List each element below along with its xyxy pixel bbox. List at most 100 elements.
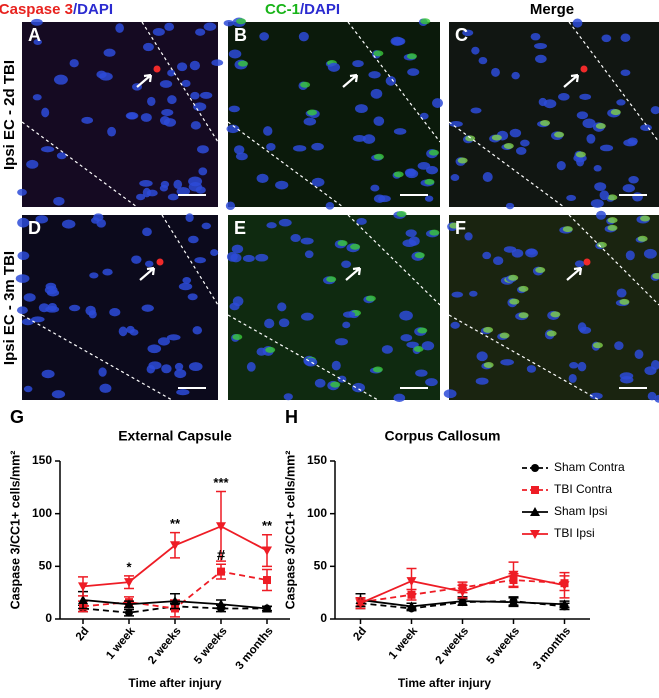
nucleus [300, 312, 314, 321]
nucleus [526, 365, 537, 373]
nucleus [173, 179, 183, 189]
point [406, 601, 417, 611]
nucleus [511, 71, 520, 80]
arrow [139, 266, 156, 281]
nucleus [370, 88, 383, 99]
nucleus [275, 180, 289, 190]
cell [413, 346, 424, 353]
nucleus [96, 70, 107, 79]
nucleus [194, 257, 206, 264]
chart-title: External Capsule [118, 428, 232, 444]
panel-letter: C [455, 25, 468, 45]
nucleus [406, 168, 417, 177]
x-tick-label: 2d [74, 625, 92, 643]
point [530, 530, 540, 539]
panel-letter: B [234, 25, 247, 45]
cell [457, 157, 468, 164]
nucleus [619, 372, 634, 380]
chart: H Corpus Callosum Caspase 3/CC1+ cells/mm²… [283, 407, 625, 690]
nucleus [298, 31, 309, 42]
boundary [347, 21, 441, 143]
nucleus [525, 248, 538, 258]
micrograph [22, 22, 218, 207]
nucleus [574, 260, 585, 268]
nucleus [141, 304, 154, 312]
nucleus [616, 99, 626, 106]
cell [592, 342, 603, 349]
arrow [345, 266, 362, 281]
nucleus [421, 341, 435, 351]
nucleus [33, 39, 42, 46]
nucleus [373, 116, 385, 126]
nucleus [231, 244, 244, 254]
nucleus [255, 253, 269, 262]
nucleus [159, 80, 173, 88]
nucleus [304, 357, 318, 367]
nucleus [190, 91, 200, 100]
x-tick-label: 2 weeks [146, 625, 184, 667]
nucleus [15, 274, 30, 283]
cell [652, 272, 659, 279]
row-label: Ipsi EC - 3m TBI [1, 251, 18, 365]
nucleus [589, 392, 603, 400]
nucleus [475, 377, 489, 385]
nucleus [146, 365, 156, 374]
nucleus [161, 364, 172, 374]
nucleus [40, 146, 55, 153]
point [262, 603, 272, 613]
nucleus [356, 218, 367, 225]
nucleus [535, 54, 547, 64]
nucleus [197, 145, 209, 154]
arrow [566, 266, 583, 281]
y-axis-label: Caspase 3/CC1+ cells/mm² [283, 451, 297, 610]
cell [518, 285, 529, 292]
y-tick-label: 0 [320, 611, 327, 625]
point [125, 608, 133, 617]
nucleus [594, 182, 607, 191]
y-tick-label: 50 [39, 559, 53, 573]
nucleus [620, 33, 631, 42]
nucleus [331, 360, 341, 371]
nucleus [449, 121, 463, 128]
nucleus [601, 34, 612, 43]
y-tick-label: 150 [32, 453, 52, 467]
nucleus [53, 74, 68, 85]
cell-red [580, 65, 588, 73]
cell [420, 18, 431, 25]
nucleus [232, 296, 244, 307]
nucleus [277, 302, 287, 312]
point [170, 596, 180, 606]
nucleus [370, 184, 380, 192]
cell [491, 134, 502, 141]
nucleus [147, 96, 156, 106]
cell [595, 123, 606, 130]
panel-letter: A [28, 25, 41, 45]
x-tick-label: 2 weeks [434, 625, 472, 667]
micrograph [449, 215, 659, 400]
nucleus [91, 217, 100, 224]
nucleus [259, 32, 269, 41]
cell [610, 109, 621, 116]
nucleus [509, 128, 522, 138]
nucleus [278, 318, 290, 328]
nucleus [38, 303, 50, 313]
nucleus [159, 184, 169, 192]
cell [428, 149, 439, 156]
nucleus [142, 227, 152, 237]
point [355, 599, 366, 609]
nucleus [620, 69, 631, 76]
cell [503, 143, 514, 150]
cell [330, 381, 341, 388]
cell [550, 311, 561, 318]
nucleus [103, 48, 116, 57]
nucleus [109, 308, 121, 317]
cell-red [156, 258, 164, 266]
nucleus [201, 222, 212, 230]
panel-letter: H [285, 407, 298, 427]
nucleus [23, 385, 33, 393]
cell [575, 151, 586, 158]
point [170, 541, 180, 551]
nucleus [187, 235, 199, 244]
nucleus [107, 126, 117, 137]
cell [637, 235, 648, 242]
